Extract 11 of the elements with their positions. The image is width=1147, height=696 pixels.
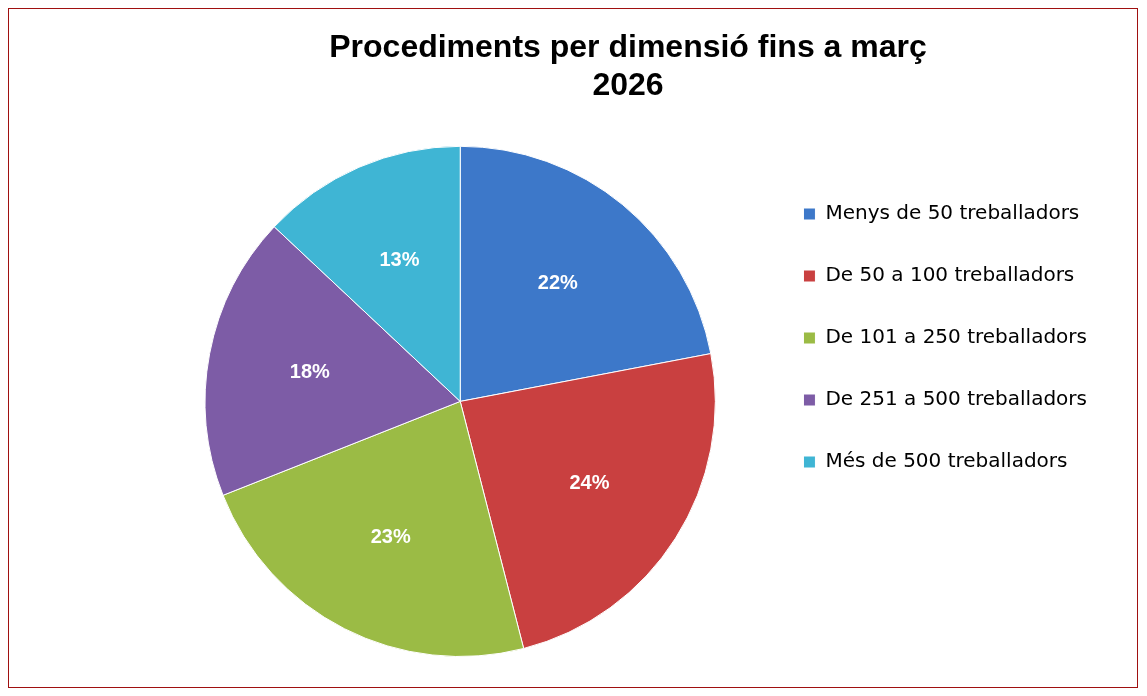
data-label: 22% bbox=[537, 270, 579, 293]
data-label: 23% bbox=[370, 525, 411, 548]
legend-label: De 101 a 250 treballadors bbox=[825, 324, 1087, 349]
data-label: 24% bbox=[569, 470, 610, 493]
legend-label: Menys de 50 treballadors bbox=[825, 200, 1080, 225]
data-label: 18% bbox=[289, 360, 331, 383]
legend-label: Més de 500 treballadors bbox=[825, 448, 1068, 473]
data-label: 13% bbox=[379, 248, 420, 271]
chart-title: Procediments per dimensió fins a març 2026 bbox=[329, 28, 927, 103]
legend-label: De 251 a 500 treballadors bbox=[825, 386, 1087, 411]
legend-label: De 50 a 100 treballadors bbox=[825, 262, 1075, 287]
